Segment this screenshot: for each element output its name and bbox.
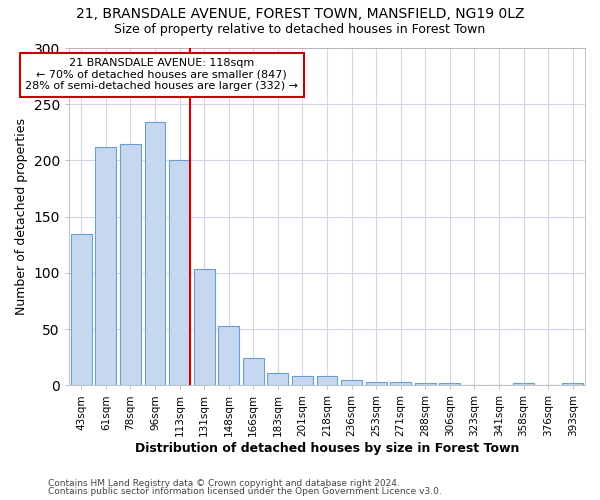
Bar	[341, 380, 362, 386]
Text: 21, BRANSDALE AVENUE, FOREST TOWN, MANSFIELD, NG19 0LZ: 21, BRANSDALE AVENUE, FOREST TOWN, MANSF…	[76, 8, 524, 22]
Text: 21 BRANSDALE AVENUE: 118sqm
← 70% of detached houses are smaller (847)
28% of se: 21 BRANSDALE AVENUE: 118sqm ← 70% of det…	[25, 58, 298, 92]
Bar	[292, 376, 313, 386]
Bar	[218, 326, 239, 386]
X-axis label: Distribution of detached houses by size in Forest Town: Distribution of detached houses by size …	[135, 442, 519, 455]
Bar	[95, 147, 116, 386]
Bar	[243, 358, 264, 386]
Bar	[562, 383, 583, 386]
Text: Contains HM Land Registry data © Crown copyright and database right 2024.: Contains HM Land Registry data © Crown c…	[48, 478, 400, 488]
Bar	[415, 383, 436, 386]
Bar	[169, 160, 190, 386]
Text: Contains public sector information licensed under the Open Government Licence v3: Contains public sector information licen…	[48, 487, 442, 496]
Text: Size of property relative to detached houses in Forest Town: Size of property relative to detached ho…	[115, 22, 485, 36]
Y-axis label: Number of detached properties: Number of detached properties	[15, 118, 28, 315]
Bar	[439, 383, 460, 386]
Bar	[120, 144, 141, 386]
Bar	[365, 382, 386, 386]
Bar	[145, 122, 166, 386]
Bar	[71, 234, 92, 386]
Bar	[317, 376, 337, 386]
Bar	[390, 382, 411, 386]
Bar	[268, 373, 288, 386]
Bar	[194, 270, 215, 386]
Bar	[513, 383, 534, 386]
